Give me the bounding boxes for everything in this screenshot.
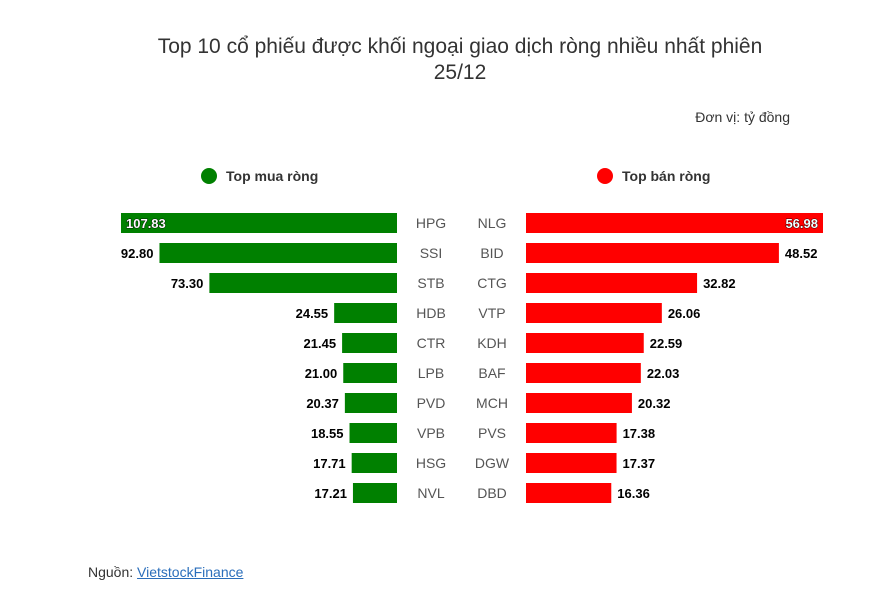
unit-label: Đơn vị: tỷ đồng bbox=[695, 109, 790, 125]
buy-value-label: 21.45 bbox=[304, 336, 337, 351]
buy-value-label: 21.00 bbox=[305, 366, 338, 381]
buy-ticker-label: VPB bbox=[417, 425, 445, 441]
buy-value-label: 17.71 bbox=[313, 456, 346, 471]
chart-title-line1: Top 10 cổ phiếu được khối ngoại giao dịc… bbox=[157, 35, 763, 58]
sell-bar-kdh bbox=[526, 333, 644, 353]
buy-value-label: 20.37 bbox=[306, 396, 339, 411]
buy-value-label: 18.55 bbox=[311, 426, 344, 441]
sell-ticker-label: NLG bbox=[478, 215, 507, 231]
buy-ticker-label: PVD bbox=[417, 395, 446, 411]
buy-bar-ctr bbox=[342, 333, 397, 353]
buy-bar-ssi bbox=[159, 243, 397, 263]
sell-bar-nlg bbox=[526, 213, 823, 233]
chart-title-line2: 25/12 bbox=[433, 61, 487, 84]
buy-ticker-label: NVL bbox=[417, 485, 444, 501]
source-note: Nguồn: VietstockFinance bbox=[88, 564, 243, 580]
buy-ticker-label: CTR bbox=[417, 335, 446, 351]
sell-ticker-label: DGW bbox=[475, 455, 510, 471]
buy-bar-hsg bbox=[351, 453, 397, 473]
buy-bar-vpb bbox=[349, 423, 397, 443]
sell-value-label: 17.38 bbox=[623, 426, 656, 441]
sell-ticker-label: BID bbox=[480, 245, 503, 261]
sell-value-label: 16.36 bbox=[617, 486, 650, 501]
source-link[interactable]: VietstockFinance bbox=[137, 564, 244, 580]
sell-bar-ctg bbox=[526, 273, 698, 293]
buy-ticker-label: HDB bbox=[416, 305, 446, 321]
buy-bar-stb bbox=[209, 273, 397, 293]
buy-bar-lpb bbox=[343, 363, 397, 383]
source-label: Nguồn: bbox=[88, 564, 134, 580]
sell-bar-pvs bbox=[526, 423, 617, 443]
sell-value-label: 20.32 bbox=[638, 396, 671, 411]
sell-bar-baf bbox=[526, 363, 641, 383]
sell-bar-dgw bbox=[526, 453, 617, 473]
sell-ticker-label: MCH bbox=[476, 395, 508, 411]
sell-value-label: 17.37 bbox=[623, 456, 656, 471]
buy-ticker-label: HPG bbox=[416, 215, 446, 231]
sell-bar-bid bbox=[526, 243, 779, 263]
buy-value-label: 107.83 bbox=[126, 216, 166, 231]
sell-value-label: 22.03 bbox=[647, 366, 680, 381]
buy-ticker-label: LPB bbox=[418, 365, 444, 381]
legend-buy-label: Top mua ròng bbox=[226, 168, 319, 184]
buy-value-label: 92.80 bbox=[121, 246, 154, 261]
sell-value-label: 22.59 bbox=[650, 336, 683, 351]
sell-bar-mch bbox=[526, 393, 632, 413]
buy-value-label: 24.55 bbox=[296, 306, 329, 321]
sell-ticker-label: BAF bbox=[478, 365, 505, 381]
buy-bar-hdb bbox=[334, 303, 397, 323]
sell-ticker-label: KDH bbox=[477, 335, 507, 351]
buy-bar-hpg bbox=[121, 213, 397, 233]
buy-ticker-label: HSG bbox=[416, 455, 446, 471]
buy-ticker-label: SSI bbox=[420, 245, 443, 261]
legend-buy-dot bbox=[201, 168, 217, 184]
buy-bar-pvd bbox=[344, 393, 397, 413]
chart-title: Top 10 cổ phiếu được khối ngoại giao dịc… bbox=[110, 34, 810, 86]
sell-value-label: 56.98 bbox=[785, 216, 818, 231]
sell-value-label: 26.06 bbox=[668, 306, 701, 321]
buy-value-label: 17.21 bbox=[314, 486, 347, 501]
sell-ticker-label: DBD bbox=[477, 485, 507, 501]
sell-bar-dbd bbox=[526, 483, 612, 503]
legend-buy: Top mua ròng bbox=[201, 168, 318, 184]
buy-ticker-label: STB bbox=[417, 275, 444, 291]
buy-bar-nvl bbox=[352, 483, 397, 503]
legend-sell-label: Top bán ròng bbox=[622, 168, 711, 184]
legend-sell-dot bbox=[597, 168, 613, 184]
legend-sell: Top bán ròng bbox=[597, 168, 710, 184]
sell-ticker-label: CTG bbox=[477, 275, 507, 291]
sell-ticker-label: PVS bbox=[478, 425, 506, 441]
sell-ticker-label: VTP bbox=[478, 305, 505, 321]
buy-value-label: 73.30 bbox=[171, 276, 204, 291]
sell-value-label: 48.52 bbox=[785, 246, 818, 261]
sell-bar-vtp bbox=[526, 303, 662, 323]
sell-value-label: 32.82 bbox=[703, 276, 736, 291]
